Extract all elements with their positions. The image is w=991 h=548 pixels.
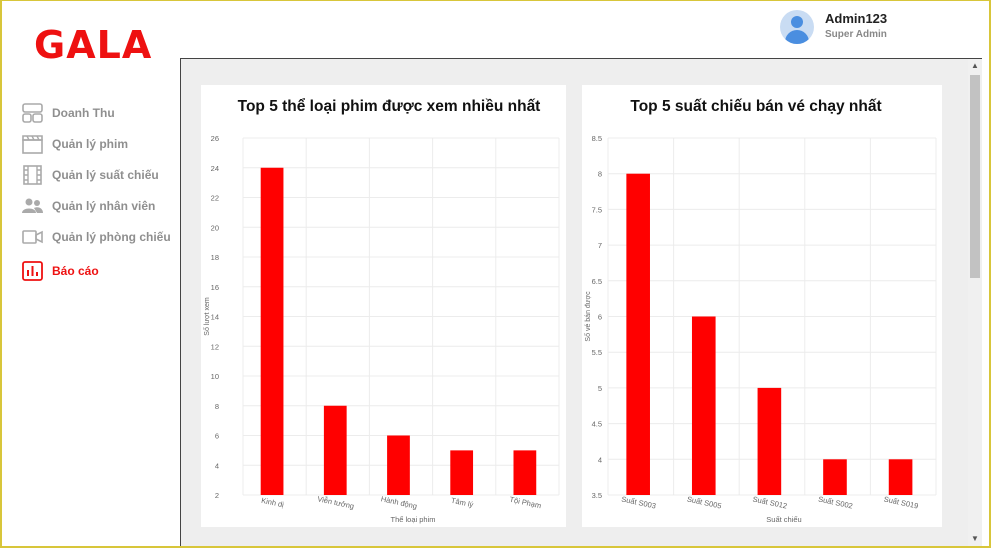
x-tick-label: Kinh dị: [260, 496, 285, 510]
y-tick-label: 8: [598, 170, 602, 179]
genre-bar-chart: Top 5 thể loại phim được xem nhiều nhất 2…: [202, 98, 560, 524]
y-tick-label: 6: [598, 313, 602, 322]
vertical-scrollbar[interactable]: ▲ ▼: [968, 59, 982, 546]
chart-bar: [823, 459, 847, 495]
sidebar-item-quan-ly-phong-chieu[interactable]: Quản lý phòng chiếu: [22, 221, 182, 252]
y-tick-label: 6.5: [592, 277, 602, 286]
sidebar-item-label: Quản lý suất chiếu: [52, 167, 159, 182]
sidebar-item-label: Quản lý phòng chiếu: [52, 229, 171, 244]
chart-bar: [323, 405, 347, 495]
chart-bar: [513, 450, 537, 495]
y-tick-label: 8.5: [592, 134, 602, 143]
sidebar-item-label: Báo cáo: [52, 263, 99, 278]
y-axis-title: Số vé bán được: [583, 291, 592, 342]
chart-bar: [691, 316, 716, 495]
y-tick-label: 4.5: [592, 420, 602, 429]
y-tick-label: 14: [211, 313, 219, 322]
scroll-thumb[interactable]: [970, 75, 980, 278]
y-tick-label: 5: [598, 384, 602, 393]
dashboard-icon: [22, 102, 43, 123]
x-axis-title: Thể loại phim: [390, 515, 435, 524]
sidebar-item-label: Quản lý phim: [52, 136, 129, 151]
y-tick-label: 22: [211, 194, 219, 203]
scroll-down-arrow-icon[interactable]: ▼: [971, 534, 979, 543]
clapperboard-icon: [22, 134, 43, 154]
user-name: Admin123: [825, 11, 888, 26]
x-tick-label: Suất S005: [686, 495, 722, 511]
sidebar-nav: Doanh Thu Quản lý phim Quản lý suất chiế…: [22, 97, 182, 286]
x-tick-label: Hành động: [380, 494, 418, 510]
people-icon: [22, 196, 43, 216]
y-tick-label: 4: [598, 455, 602, 464]
y-tick-label: 3.5: [592, 491, 602, 500]
y-tick-label: 26: [211, 134, 219, 143]
sidebar-item-quan-ly-phim[interactable]: Quản lý phim: [22, 128, 182, 159]
bar-chart-icon: [22, 260, 43, 281]
x-tick-label: Suất S003: [621, 495, 657, 511]
x-axis-title: Suất chiếu: [766, 515, 801, 524]
y-tick-label: 12: [211, 342, 219, 351]
user-profile[interactable]: Admin123 Super Admin: [780, 9, 970, 45]
y-tick-label: 2: [215, 491, 219, 500]
chart-bar: [260, 167, 284, 495]
x-tick-label: Viễn tưởng: [317, 494, 355, 511]
user-role: Super Admin: [825, 29, 887, 40]
x-tick-label: Suất S012: [752, 495, 788, 511]
chart-bar: [387, 435, 410, 495]
sidebar-item-bao-cao[interactable]: Báo cáo: [22, 255, 182, 286]
x-tick-label: Tội Phạm: [509, 495, 542, 510]
y-tick-label: 7: [598, 241, 602, 250]
chart-panel-showtimes: Top 5 suất chiếu bán vé chạy nhất 3.5 4 4.5…: [582, 85, 942, 527]
x-tick-label: Tâm lý: [450, 496, 474, 510]
chart-bar: [626, 173, 650, 495]
sidebar-item-doanh-thu[interactable]: Doanh Thu: [22, 97, 182, 128]
chart-bar: [888, 459, 913, 495]
app-logo: GALA: [34, 23, 153, 67]
y-axis-title: Số lượt xem: [202, 297, 211, 336]
y-tick-label: 16: [211, 283, 219, 292]
y-tick-label: 4: [215, 461, 219, 470]
y-tick-label: 24: [211, 164, 219, 173]
y-tick-label: 20: [211, 223, 219, 232]
y-tick-label: 18: [211, 253, 219, 262]
y-tick-label: 10: [211, 372, 219, 381]
avatar[interactable]: [780, 10, 814, 44]
chart-panel-genres: Top 5 thể loại phim được xem nhiều nhất 2…: [201, 85, 566, 527]
y-tick-label: 8: [215, 402, 219, 411]
chart-bar: [757, 387, 782, 495]
chart-title: Top 5 thể loại phim được xem nhiều nhất: [238, 98, 541, 115]
chart-title: Top 5 suất chiếu bán vé chạy nhất: [630, 98, 881, 115]
chart-bar: [450, 450, 474, 495]
sidebar-item-label: Quản lý nhân viên: [52, 198, 156, 213]
y-tick-label: 5.5: [592, 348, 602, 357]
sidebar-item-quan-ly-nhan-vien[interactable]: Quản lý nhân viên: [22, 190, 182, 221]
y-tick-label: 6: [215, 432, 219, 441]
scroll-up-arrow-icon[interactable]: ▲: [971, 61, 979, 70]
video-camera-icon: [22, 227, 43, 247]
showtime-bar-chart: Top 5 suất chiếu bán vé chạy nhất 3.5 4 4.5…: [583, 98, 937, 524]
sidebar-item-quan-ly-suat-chieu[interactable]: Quản lý suất chiếu: [22, 159, 182, 190]
film-strip-icon: [22, 164, 43, 185]
sidebar-item-label: Doanh Thu: [52, 105, 115, 120]
report-content-area[interactable]: Top 5 thể loại phim được xem nhiều nhất 2…: [180, 58, 982, 546]
x-tick-label: Suất S019: [883, 495, 919, 511]
x-tick-label: Suất S002: [817, 495, 853, 511]
y-tick-label: 7.5: [592, 205, 602, 214]
